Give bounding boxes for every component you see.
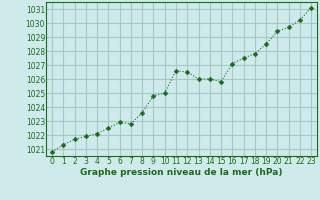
X-axis label: Graphe pression niveau de la mer (hPa): Graphe pression niveau de la mer (hPa) [80, 168, 283, 177]
